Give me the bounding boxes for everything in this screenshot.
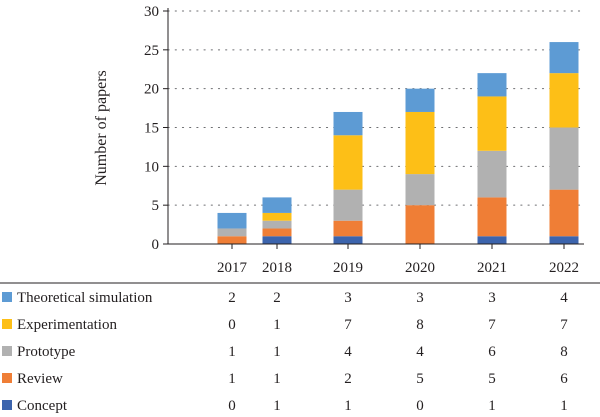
row-label: Experimentation [17, 317, 117, 333]
bar-segment [549, 236, 579, 244]
bar-segment [477, 197, 507, 237]
table-cell: 3 [416, 290, 424, 306]
bar-segment [262, 197, 292, 213]
bar-segment [333, 189, 363, 221]
table-cell: 4 [416, 344, 424, 360]
bar-segment [405, 111, 435, 175]
table-cell: 4 [344, 344, 352, 360]
x-tick-label: 2020 [405, 260, 435, 276]
bar-segment [262, 212, 292, 221]
legend-swatch [2, 373, 12, 383]
bar-segment [477, 150, 507, 198]
bar-segment [477, 73, 507, 97]
bar-segment [549, 189, 579, 237]
legend-swatch [2, 346, 12, 356]
table-cell: 1 [560, 398, 568, 414]
y-tick-label: 5 [152, 198, 160, 214]
row-label: Prototype [17, 344, 76, 360]
bar-segment [333, 111, 363, 136]
x-tick-label: 2017 [217, 260, 248, 276]
table-cell: 4 [560, 290, 568, 306]
bar-segment [217, 236, 247, 244]
table-cell: 1 [488, 398, 496, 414]
x-tick-label: 2022 [549, 260, 579, 276]
table-cell: 1 [273, 344, 281, 360]
table-cell: 0 [228, 317, 236, 333]
table-cell: 7 [344, 317, 352, 333]
table-cell: 1 [228, 344, 236, 360]
table-cell: 5 [488, 371, 496, 387]
x-tick-label: 2021 [477, 260, 507, 276]
table-cell: 3 [488, 290, 496, 306]
bar-segment [217, 212, 247, 229]
bar-segment [549, 73, 579, 128]
y-tick-label: 15 [144, 121, 159, 137]
bar-segment [262, 220, 292, 229]
y-tick-label: 0 [152, 237, 160, 253]
x-tick-label: 2018 [262, 260, 292, 276]
bar-segment [405, 205, 435, 244]
y-tick-label: 20 [144, 82, 159, 98]
row-label: Theoretical simulation [17, 290, 153, 306]
bar-segment [217, 228, 247, 237]
legend-swatch [2, 319, 12, 329]
table-cell: 6 [488, 344, 496, 360]
table-cell: 7 [560, 317, 568, 333]
x-tick-label: 2019 [333, 260, 363, 276]
y-tick-label: 10 [144, 159, 159, 175]
row-label: Concept [17, 398, 68, 414]
bar-segment [333, 220, 363, 237]
bar-segment [477, 236, 507, 244]
table-cell: 0 [416, 398, 424, 414]
table-cell: 8 [416, 317, 424, 333]
bar-segment [333, 236, 363, 244]
table-cell: 1 [273, 371, 281, 387]
bar-segment [477, 96, 507, 151]
table-cell: 2 [273, 290, 281, 306]
table-cell: 1 [228, 371, 236, 387]
table-cell: 8 [560, 344, 568, 360]
bar-segment [405, 88, 435, 112]
table-cell: 0 [228, 398, 236, 414]
bar-segment [333, 135, 363, 190]
y-tick-label: 25 [144, 43, 159, 59]
table-cell: 5 [416, 371, 424, 387]
bar-segment [405, 174, 435, 206]
bar-segment [262, 228, 292, 237]
bar-segment [549, 42, 579, 74]
table-cell: 1 [273, 317, 281, 333]
table-cell: 2 [344, 371, 352, 387]
bar-segment [262, 236, 292, 244]
y-tick-label: 30 [144, 4, 159, 20]
legend-swatch [2, 400, 12, 410]
y-axis-label: Number of papers [93, 70, 110, 186]
legend-swatch [2, 292, 12, 302]
table-cell: 6 [560, 371, 568, 387]
table-cell: 1 [344, 398, 352, 414]
table-cell: 3 [344, 290, 352, 306]
bar-segment [549, 127, 579, 190]
table-cell: 1 [273, 398, 281, 414]
table-cell: 2 [228, 290, 236, 306]
row-label: Review [17, 371, 63, 387]
table-cell: 7 [488, 317, 496, 333]
